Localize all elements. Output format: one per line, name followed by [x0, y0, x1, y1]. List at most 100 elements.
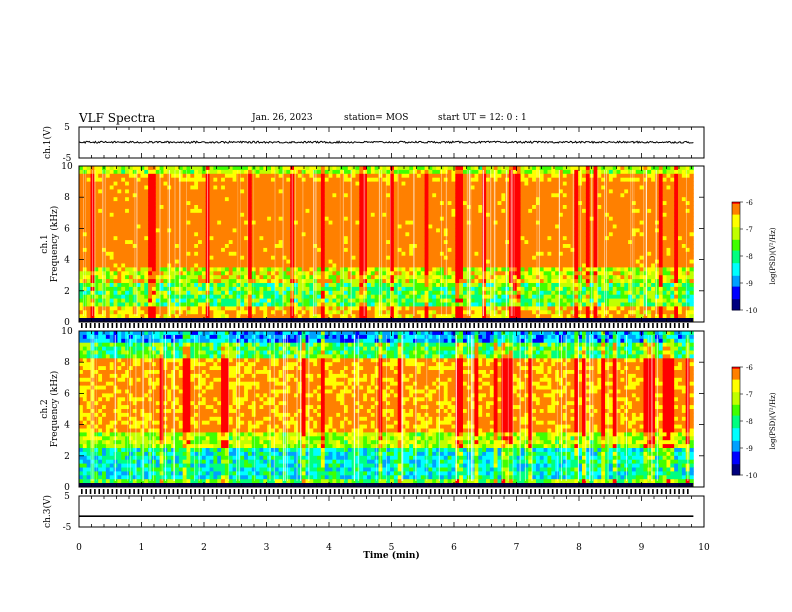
- spectrogram-cell: [109, 205, 114, 210]
- spectrogram-cell: [459, 314, 464, 319]
- spectrogram-cell: [128, 263, 134, 268]
- spectrogram-cell: [501, 236, 506, 241]
- spectrogram-cell: [424, 208, 429, 214]
- spectrogram-cell: [86, 181, 91, 186]
- spectrogram-cell: [198, 193, 203, 198]
- spectrogram-cell: [267, 216, 272, 221]
- spectrogram-cell: [255, 181, 260, 186]
- spectrogram-cell: [543, 166, 548, 171]
- spectrogram-cell: [221, 244, 226, 249]
- spectrogram-cell: [190, 314, 195, 319]
- spectrogram-cell: [409, 181, 414, 186]
- spectrogram-cell: [432, 314, 437, 319]
- spectrogram-cell: [397, 310, 402, 315]
- spectrogram-cell: [455, 208, 460, 214]
- spectrogram-cell: [178, 240, 184, 245]
- spectrogram-cell: [474, 294, 479, 299]
- spectrogram-cell: [447, 197, 452, 202]
- spectrogram-cell: [98, 205, 103, 210]
- spectrogram-cell: [236, 267, 241, 272]
- spectrogram-cell: [347, 169, 353, 175]
- spectrogram-cell: [413, 298, 418, 303]
- spectrogram-cell: [478, 205, 483, 210]
- spectrogram-cell: [213, 208, 218, 214]
- spectrogram-cell: [121, 185, 126, 190]
- spectrogram-cell: [343, 177, 349, 182]
- spectrogram-cell: [539, 271, 545, 276]
- spectrogram-cell: [105, 310, 111, 315]
- spectrogram-cell: [390, 255, 395, 260]
- spectrogram-cell: [520, 224, 525, 229]
- spectrogram-cell: [270, 173, 276, 179]
- spectrogram-cell: [320, 244, 326, 249]
- spectrogram-cell: [255, 232, 260, 237]
- spectrogram-cell: [159, 267, 164, 272]
- spectrogram-cell: [443, 177, 449, 182]
- spectrogram-cell: [343, 247, 349, 253]
- spectrogram-cell: [516, 220, 521, 225]
- spectrogram-cell: [447, 185, 452, 190]
- spectrogram-cell: [520, 228, 525, 233]
- spectrogram-cell: [270, 236, 276, 241]
- spectrogram-cell: [497, 251, 502, 257]
- spectrogram-cell: [175, 224, 180, 229]
- spectrogram-cell: [198, 236, 203, 241]
- spectrogram-cell: [486, 314, 491, 319]
- spectrogram-cell: [224, 177, 230, 182]
- spectrogram-cell: [474, 267, 479, 272]
- spectrogram-cell: [94, 259, 99, 264]
- spectrogram-cell: [462, 177, 468, 182]
- spectrogram-cell: [424, 173, 429, 179]
- spectrogram-cell: [332, 298, 337, 303]
- spectrogram-cell: [282, 310, 287, 315]
- spectrogram-cell: [194, 228, 199, 233]
- spectrogram-cell: [516, 251, 521, 257]
- spectrogram-cell: [205, 193, 210, 198]
- spectrogram-cell: [317, 294, 322, 299]
- spectrogram-cell: [512, 236, 518, 241]
- spectrogram-cell: [351, 208, 356, 214]
- spectrogram-cell: [401, 208, 406, 214]
- spectrogram-cell: [82, 283, 88, 288]
- spectrogram-cell: [263, 306, 268, 311]
- spectrogram-cell: [416, 251, 422, 257]
- spectrogram-cell: [86, 286, 91, 292]
- spectrogram-cell: [182, 298, 187, 303]
- spectrogram-cell: [328, 275, 333, 280]
- spectrogram-cell: [117, 247, 122, 253]
- spectrogram-cell: [217, 271, 222, 276]
- spectrogram-cell: [175, 236, 180, 241]
- spectrogram-cell: [355, 201, 360, 206]
- spectrogram-cell: [324, 208, 329, 214]
- spectrogram-cell: [413, 224, 418, 229]
- spectrogram-cell: [547, 244, 552, 249]
- spectrogram-cell: [278, 279, 283, 284]
- spectrogram-cell: [294, 201, 299, 206]
- spectrogram-cell: [148, 263, 153, 268]
- spectrogram-cell: [366, 205, 372, 210]
- spectrogram-cell: [151, 169, 157, 175]
- spectrogram-cell: [228, 240, 233, 245]
- spectrogram-cell: [317, 193, 322, 198]
- spectrogram-cell: [347, 232, 353, 237]
- spectrogram-cell: [555, 263, 560, 268]
- spectrogram-cell: [443, 255, 449, 260]
- spectrogram-cell: [347, 201, 353, 206]
- spectrogram-cell: [94, 193, 99, 198]
- spectrogram-cell: [259, 310, 264, 315]
- spectrogram-cell: [505, 220, 510, 225]
- spectrogram-cell: [528, 306, 533, 311]
- spectrogram-cell: [232, 212, 237, 218]
- spectrogram-cell: [459, 283, 464, 288]
- spectrogram-cell: [447, 244, 452, 249]
- spectrogram-cell: [209, 290, 214, 296]
- spectrogram-cell: [117, 232, 122, 237]
- spectrogram-cell: [413, 259, 418, 264]
- spectrogram-cell: [347, 251, 353, 257]
- spectrogram-cell: [336, 205, 341, 210]
- spectrogram-cell: [390, 228, 395, 233]
- spectrogram-cell: [313, 279, 318, 284]
- spectrogram-cell: [520, 275, 525, 280]
- spectrogram-cell: [363, 290, 368, 296]
- spectrogram-cell: [432, 247, 437, 253]
